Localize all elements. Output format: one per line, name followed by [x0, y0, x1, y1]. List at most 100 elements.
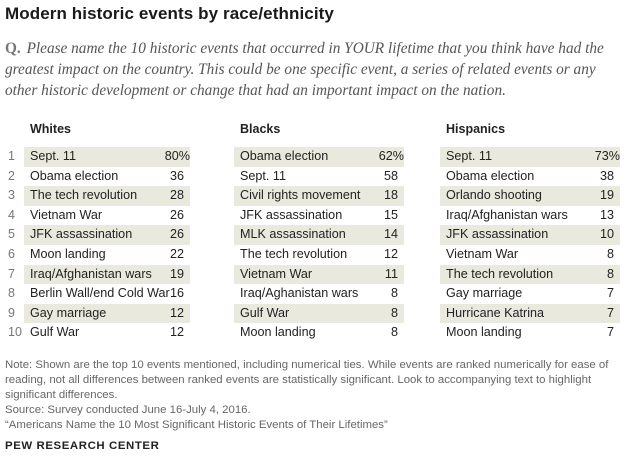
event-name: Sept. 11	[446, 149, 492, 163]
event-name: JFK assassination	[240, 207, 343, 222]
event-name: Gulf War	[240, 305, 290, 320]
table-row: Iraq/Afghanistan wars 13	[440, 206, 620, 226]
event-name: The tech revolution	[446, 266, 554, 281]
event-name: Obama election	[30, 168, 119, 183]
table-row: Gay marriage 12	[24, 303, 190, 324]
rank-number: 1	[8, 149, 15, 163]
event-name: Iraq/Afghanistan wars	[30, 266, 152, 281]
event-name: Vietnam War	[240, 266, 313, 281]
table-row: Vietnam War 8	[440, 245, 620, 265]
event-value: 26	[169, 207, 184, 222]
rank-number: 4	[8, 207, 15, 222]
event-name: Sept. 11	[30, 149, 76, 163]
report-title: “Americans Name the 10 Most Significant …	[5, 419, 388, 431]
event-name: Iraq/Afghanistan wars	[446, 207, 568, 222]
source-text: Source: Survey conducted June 16-July 4,…	[5, 404, 251, 416]
event-value: 26	[169, 227, 184, 242]
survey-question: Q. Please name the 10 historic events th…	[5, 38, 625, 101]
table-hispanics: Sept. 11 73% Obama election 38 Orlando shoot…	[440, 147, 620, 343]
rank-number: 7	[8, 266, 15, 281]
event-name: Obama election	[240, 149, 329, 163]
table-row: Hurricane Katrina 7	[440, 303, 620, 324]
event-value: 13	[599, 207, 614, 222]
event-value: 14	[383, 227, 398, 242]
table-row: Sept. 11 80%	[24, 147, 190, 167]
event-name: The tech revolution	[30, 188, 138, 203]
event-name: Civil rights movement	[240, 188, 361, 203]
footer-org: PEW RESEARCH CENTER	[5, 440, 160, 452]
event-name: JFK assassination	[30, 227, 133, 242]
event-name: MLK assassination	[240, 227, 346, 242]
rank-number: 6	[8, 246, 15, 261]
table-row: Obama election 62%	[234, 147, 404, 167]
table-row: JFK assassination 10	[440, 225, 620, 245]
table-row: Gay marriage 7	[440, 284, 620, 304]
table-row: Berlin Wall/end Cold War 16	[24, 284, 190, 304]
table-row: Orlando shooting 19	[440, 186, 620, 206]
question-label: Q.	[5, 40, 21, 57]
event-value: 7	[606, 286, 614, 301]
event-name: Gay marriage	[30, 305, 107, 320]
event-name: JFK assassination	[446, 227, 549, 242]
rank-number: 10	[8, 325, 22, 340]
event-name: Moon landing	[446, 325, 522, 340]
table-row: JFK assassination 26	[24, 225, 190, 245]
event-value: 10	[599, 227, 614, 242]
event-name: Moon landing	[30, 246, 106, 261]
event-value: 8	[390, 325, 398, 340]
note-text: Note: Shown are the top 10 events mentio…	[5, 359, 609, 401]
table-row: Moon landing 7	[440, 323, 620, 343]
event-value: 8	[390, 305, 398, 320]
table-row: Moon landing 22	[24, 245, 190, 265]
event-value: 7	[606, 325, 614, 340]
rank-number: 9	[8, 305, 15, 320]
table-row: Sept. 11 58	[234, 167, 404, 187]
table-row: Obama election 38	[440, 167, 620, 187]
group-title-whites: Whites	[30, 122, 71, 136]
event-value: 36	[169, 168, 184, 183]
rank-number: 8	[8, 286, 15, 301]
event-value: 8	[606, 246, 614, 261]
event-value: 73%	[594, 149, 620, 163]
event-name: Sept. 11	[240, 168, 286, 183]
table-row: Moon landing 8	[234, 323, 404, 343]
table-row: The tech revolution 28	[24, 186, 190, 206]
table-whites: Sept. 11 80% Obama election 36 The tech revo…	[24, 147, 190, 343]
event-value: 12	[169, 305, 184, 320]
event-name: Iraq/Aghanistan wars	[240, 286, 359, 301]
table-row: The tech revolution 8	[440, 264, 620, 285]
event-value: 8	[606, 266, 614, 281]
table-row: Civil rights movement 18	[234, 186, 404, 206]
event-value: 8	[390, 286, 398, 301]
event-value: 12	[383, 246, 398, 261]
event-name: Gulf War	[30, 325, 80, 340]
event-name: The tech revolution	[240, 246, 348, 261]
table-row: Iraq/Aghanistan wars 8	[234, 284, 404, 304]
event-value: 16	[169, 286, 184, 301]
table-row: Iraq/Afghanistan wars 19	[24, 264, 190, 285]
event-name: Gay marriage	[446, 286, 523, 301]
event-name: Hurricane Katrina	[446, 305, 544, 320]
event-value: 7	[606, 305, 614, 320]
rank-column: 1 2 3 4 5 6 7 8 9 10	[8, 147, 22, 343]
event-name: Berlin Wall/end Cold War	[30, 286, 170, 301]
event-name: Vietnam War	[30, 207, 103, 222]
event-value: 19	[599, 188, 614, 203]
group-title-hispanics: Hispanics	[446, 122, 506, 136]
table-row: Obama election 36	[24, 167, 190, 187]
event-value: 58	[383, 168, 398, 183]
event-value: 22	[169, 246, 184, 261]
event-value: 12	[169, 325, 184, 340]
table-row: The tech revolution 12	[234, 245, 404, 265]
event-value: 15	[383, 207, 398, 222]
event-value: 19	[169, 266, 184, 281]
table-row: Gulf War 12	[24, 323, 190, 343]
table-row: JFK assassination 15	[234, 206, 404, 226]
event-value: 11	[384, 266, 398, 281]
event-name: Obama election	[446, 168, 535, 183]
event-name: Vietnam War	[446, 246, 519, 261]
table-row: MLK assassination 14	[234, 225, 404, 245]
event-name: Orlando shooting	[446, 188, 542, 203]
group-title-blacks: Blacks	[240, 122, 281, 136]
rank-number: 2	[8, 168, 15, 183]
